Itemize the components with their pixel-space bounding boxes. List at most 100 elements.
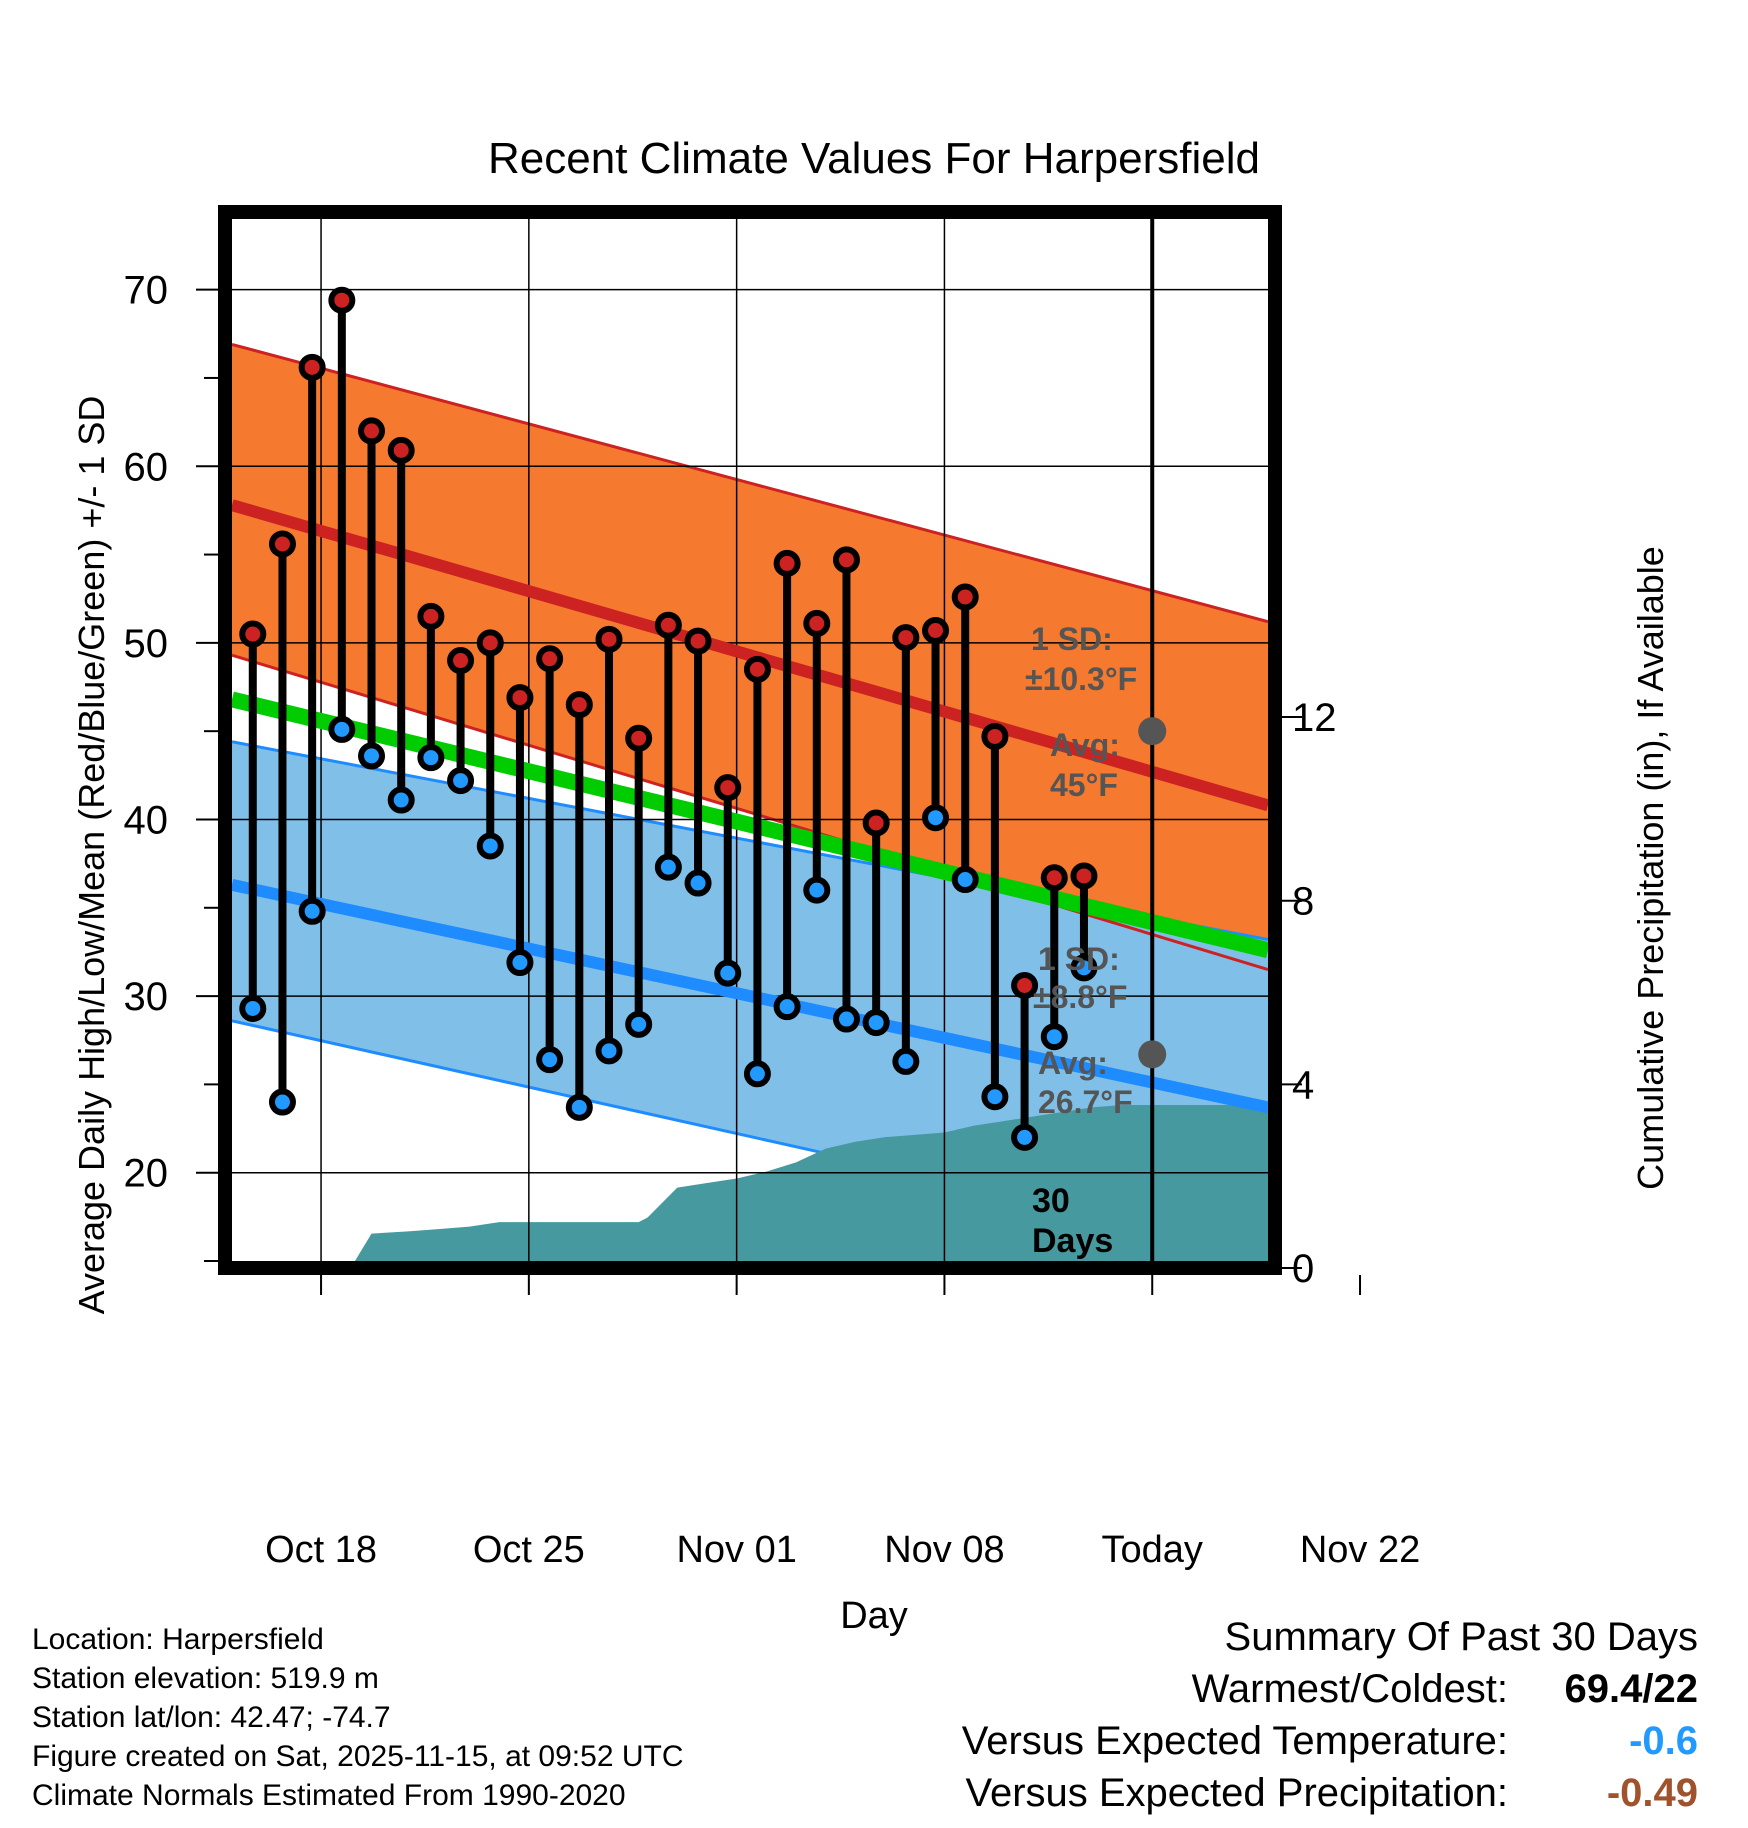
daily-low-point: [328, 715, 356, 743]
daily-high-point: [298, 353, 326, 381]
location-text: Location: Harpersfield: [32, 1623, 324, 1656]
y-tick-label: 20: [124, 1152, 169, 1196]
y-tick-label: 30: [124, 975, 169, 1019]
y-tick-label: 50: [124, 622, 169, 666]
precip-area: [354, 1105, 1268, 1261]
daily-high-point: [892, 624, 920, 652]
days-count-label: 30: [1032, 1182, 1070, 1220]
daily-high-point: [1011, 971, 1039, 999]
daily-high-point: [654, 611, 682, 639]
summary-panel: Summary Of Past 30 Days Warmest/Coldest:…: [962, 1615, 1698, 1823]
daily-high-point: [387, 436, 415, 464]
daily-low-point: [951, 866, 979, 894]
warmest-label: Warmest/Coldest:: [1191, 1667, 1508, 1711]
x-tick-label: Oct 18: [265, 1529, 377, 1571]
chart-title: Recent Climate Values For Harpersfield: [488, 134, 1260, 183]
daily-high-point: [239, 620, 267, 648]
low-sd-value: ±8.8°F: [1033, 979, 1127, 1015]
daily-high-point: [922, 617, 950, 645]
daily-low-point: [654, 853, 682, 881]
x-tick-label: Nov 08: [884, 1529, 1004, 1571]
y2-tick-label: 0: [1292, 1247, 1314, 1291]
daily-high-point: [773, 549, 801, 577]
daily-high-point: [595, 625, 623, 653]
daily-low-point: [1011, 1123, 1039, 1151]
daily-low-point: [892, 1047, 920, 1075]
summary-temp-row: Versus Expected Temperature: -0.6: [962, 1719, 1698, 1771]
daily-low-point: [595, 1037, 623, 1065]
daily-low-point: [506, 949, 534, 977]
created-text: Figure created on Sat, 2025-11-15, at 09…: [32, 1740, 684, 1773]
daily-high-point: [862, 809, 890, 837]
daily-low-point: [1070, 954, 1098, 982]
summary-title-row: Summary Of Past 30 Days: [962, 1615, 1698, 1667]
x-tick-label: Nov 01: [676, 1529, 796, 1571]
daily-low-point: [387, 786, 415, 814]
daily-low-point: [565, 1093, 593, 1121]
daily-high-point: [476, 629, 504, 657]
summary-warmest-row: Warmest/Coldest: 69.4/22: [962, 1667, 1698, 1719]
high-upper-edge: [232, 342, 1268, 624]
y-tick-label: 60: [124, 445, 169, 489]
y-tick-label: 70: [124, 269, 169, 313]
daily-low-point: [922, 804, 950, 832]
daily-low-point: [832, 1005, 860, 1033]
summary-precip-row: Versus Expected Precipitation: -0.49: [962, 1771, 1698, 1823]
daily-high-point: [358, 417, 386, 445]
daily-low-point: [803, 876, 831, 904]
daily-low-point: [714, 959, 742, 987]
temp-value: -0.6: [1629, 1719, 1698, 1763]
low-avg-line: [232, 878, 1268, 1114]
x-axis-label: Day: [840, 1595, 908, 1637]
high-avg-value: 45°F: [1050, 767, 1118, 803]
daily-high-point: [803, 609, 831, 637]
daily-high-point: [684, 627, 712, 655]
warmest-value: 69.4/22: [1564, 1667, 1698, 1711]
daily-low-point: [298, 897, 326, 925]
station-info: Location: Harpersfield Station elevation…: [32, 1620, 684, 1815]
daily-low-point: [268, 1088, 296, 1116]
daily-high-point: [328, 286, 356, 314]
daily-high-point: [268, 530, 296, 558]
low-sd-label: 1 SD:: [1038, 941, 1120, 977]
daily-high-point: [951, 583, 979, 611]
daily-low-point: [743, 1060, 771, 1088]
daily-low-point: [625, 1010, 653, 1038]
elevation-text: Station elevation: 519.9 m: [32, 1662, 379, 1695]
y2-tick-label: 4: [1292, 1063, 1314, 1107]
daily-high-point: [536, 645, 564, 673]
daily-high-point: [743, 655, 771, 683]
daily-low-point: [447, 767, 475, 795]
high-avg-label: Avg:: [1050, 727, 1120, 763]
precip-value: -0.49: [1606, 1771, 1698, 1815]
plot-frame: [218, 205, 1282, 1275]
low-avg-value: 26.7°F: [1038, 1084, 1133, 1120]
daily-low-point: [476, 832, 504, 860]
y2-tick-label: 8: [1292, 880, 1314, 924]
x-tick-label: Oct 25: [473, 1529, 585, 1571]
low-avg-marker: [1138, 1040, 1167, 1069]
y-tick-label: 40: [124, 798, 169, 842]
daily-high-point: [981, 722, 1009, 750]
daily-high-point: [417, 602, 445, 630]
daily-low-point: [684, 869, 712, 897]
daily-high-point: [565, 691, 593, 719]
normals-text: Climate Normals Estimated From 1990-2020: [32, 1779, 626, 1812]
y2-axis-label: Cumulative Precipitation (in), If Availa…: [1630, 546, 1671, 1190]
daily-high-point: [506, 684, 534, 712]
y-axis-label: Average Daily High/Low/Mean (Red/Blue/Gr…: [71, 396, 112, 1315]
latlon-text: Station lat/lon: 42.47; -74.7: [32, 1701, 391, 1734]
daily-high-point: [714, 774, 742, 802]
daily-low-point: [862, 1009, 890, 1037]
low-avg-label: Avg:: [1038, 1045, 1108, 1081]
daily-high-point: [625, 724, 653, 752]
precip-label: Versus Expected Precipitation:: [965, 1771, 1508, 1815]
daily-high-point: [447, 647, 475, 675]
daily-low-point: [1040, 1023, 1068, 1051]
daily-high-point: [832, 546, 860, 574]
temp-label: Versus Expected Temperature:: [961, 1719, 1508, 1763]
x-tick-label: Nov 22: [1300, 1529, 1420, 1571]
summary-title: Summary Of Past 30 Days: [1224, 1615, 1698, 1659]
